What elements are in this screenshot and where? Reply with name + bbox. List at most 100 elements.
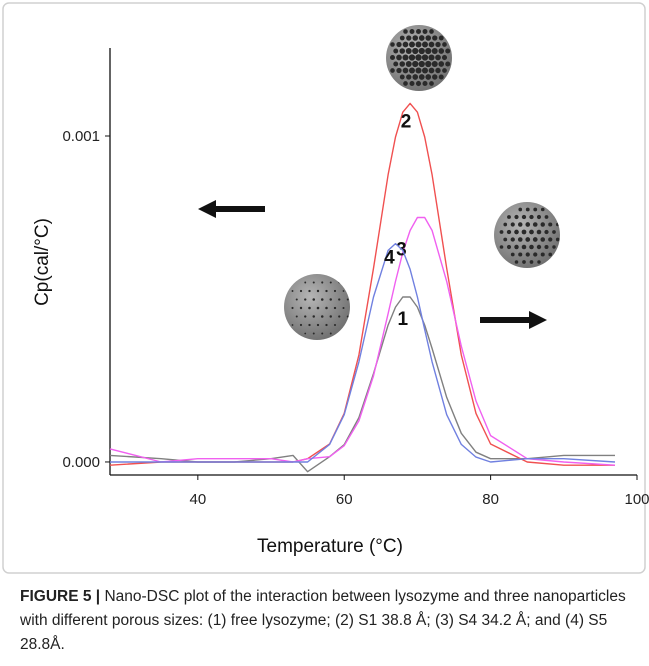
- pore: [338, 315, 341, 318]
- pore: [442, 42, 447, 47]
- pore: [429, 81, 434, 86]
- pore: [412, 74, 419, 80]
- pore: [442, 68, 447, 73]
- pore: [325, 323, 328, 327]
- pore: [304, 332, 307, 335]
- pore: [409, 41, 415, 48]
- pore: [540, 237, 546, 242]
- pore: [415, 41, 422, 48]
- pore: [525, 222, 531, 227]
- pore: [308, 323, 311, 327]
- pore: [510, 252, 515, 257]
- pore: [425, 47, 432, 55]
- pore: [525, 237, 531, 242]
- sphere: [494, 202, 560, 268]
- pore: [329, 281, 332, 284]
- pore: [529, 244, 534, 250]
- pore: [308, 289, 311, 293]
- pore: [428, 54, 435, 61]
- series-label: 4: [384, 248, 395, 269]
- pore: [432, 35, 438, 41]
- pore: [415, 67, 422, 74]
- pore: [499, 245, 504, 249]
- pore: [415, 80, 422, 87]
- chart: Temperature (°C) Cp(cal/°C) 40 60 80 100 0.0…: [2, 2, 649, 574]
- pore: [552, 230, 556, 234]
- arrow-right-head: [529, 311, 547, 329]
- pore: [390, 42, 395, 47]
- pore: [299, 323, 303, 327]
- pore: [425, 74, 432, 80]
- pore: [548, 237, 553, 242]
- pore: [537, 260, 541, 264]
- pore: [403, 81, 408, 86]
- pore: [399, 35, 405, 41]
- pore: [312, 332, 315, 335]
- pore: [409, 80, 415, 87]
- pore: [435, 41, 441, 48]
- pore: [325, 306, 328, 310]
- pore: [320, 298, 324, 301]
- pore: [421, 67, 429, 74]
- y-axis-label: Cp(cal/°C): [32, 218, 53, 306]
- pore: [536, 214, 542, 220]
- pore: [510, 222, 515, 227]
- y-tick-label: 0.001: [62, 128, 100, 145]
- pore: [438, 35, 444, 41]
- pore: [304, 315, 307, 318]
- pore: [320, 315, 324, 318]
- pore: [333, 306, 337, 310]
- pore: [548, 252, 553, 257]
- pore: [412, 35, 419, 41]
- pore: [418, 35, 425, 41]
- x-axis-label: Temperature (°C): [257, 536, 403, 557]
- pore: [295, 298, 298, 301]
- pore: [418, 74, 425, 80]
- pore: [342, 290, 345, 292]
- pore: [425, 60, 432, 68]
- pore: [406, 74, 412, 80]
- pore: [415, 54, 422, 61]
- pore: [431, 47, 438, 55]
- pore: [316, 323, 320, 327]
- pore: [312, 298, 316, 301]
- pore: [329, 332, 332, 335]
- pore: [503, 237, 508, 242]
- pore: [329, 315, 332, 318]
- pore: [409, 29, 415, 34]
- x-tick-label: 60: [336, 491, 353, 508]
- pore: [299, 289, 303, 293]
- pore: [529, 214, 534, 220]
- pore: [338, 281, 341, 284]
- pore: [525, 252, 530, 257]
- pore: [325, 289, 328, 293]
- pore: [514, 244, 519, 250]
- pore: [308, 306, 311, 310]
- pore: [295, 315, 298, 318]
- pore: [533, 207, 538, 212]
- pore: [438, 74, 444, 80]
- pore: [533, 252, 538, 257]
- pore: [555, 237, 560, 242]
- pore: [390, 68, 395, 73]
- series-label: 1: [397, 309, 408, 330]
- pore: [312, 315, 315, 318]
- pore: [540, 207, 545, 212]
- pore: [544, 229, 549, 235]
- series-label: 2: [401, 111, 412, 132]
- pore: [338, 298, 341, 301]
- pore: [405, 60, 412, 68]
- pore: [399, 48, 406, 54]
- caption: FIGURE 5 | Nano-DSC plot of the interact…: [20, 585, 635, 657]
- pore: [514, 229, 519, 235]
- pore: [408, 54, 416, 61]
- pore: [521, 244, 527, 250]
- pore: [321, 332, 324, 335]
- pore: [403, 29, 408, 34]
- caption-text: Nano-DSC plot of the interaction between…: [20, 588, 626, 653]
- pore: [544, 244, 549, 250]
- pore: [399, 74, 405, 80]
- pore: [544, 215, 549, 219]
- pore: [321, 281, 324, 284]
